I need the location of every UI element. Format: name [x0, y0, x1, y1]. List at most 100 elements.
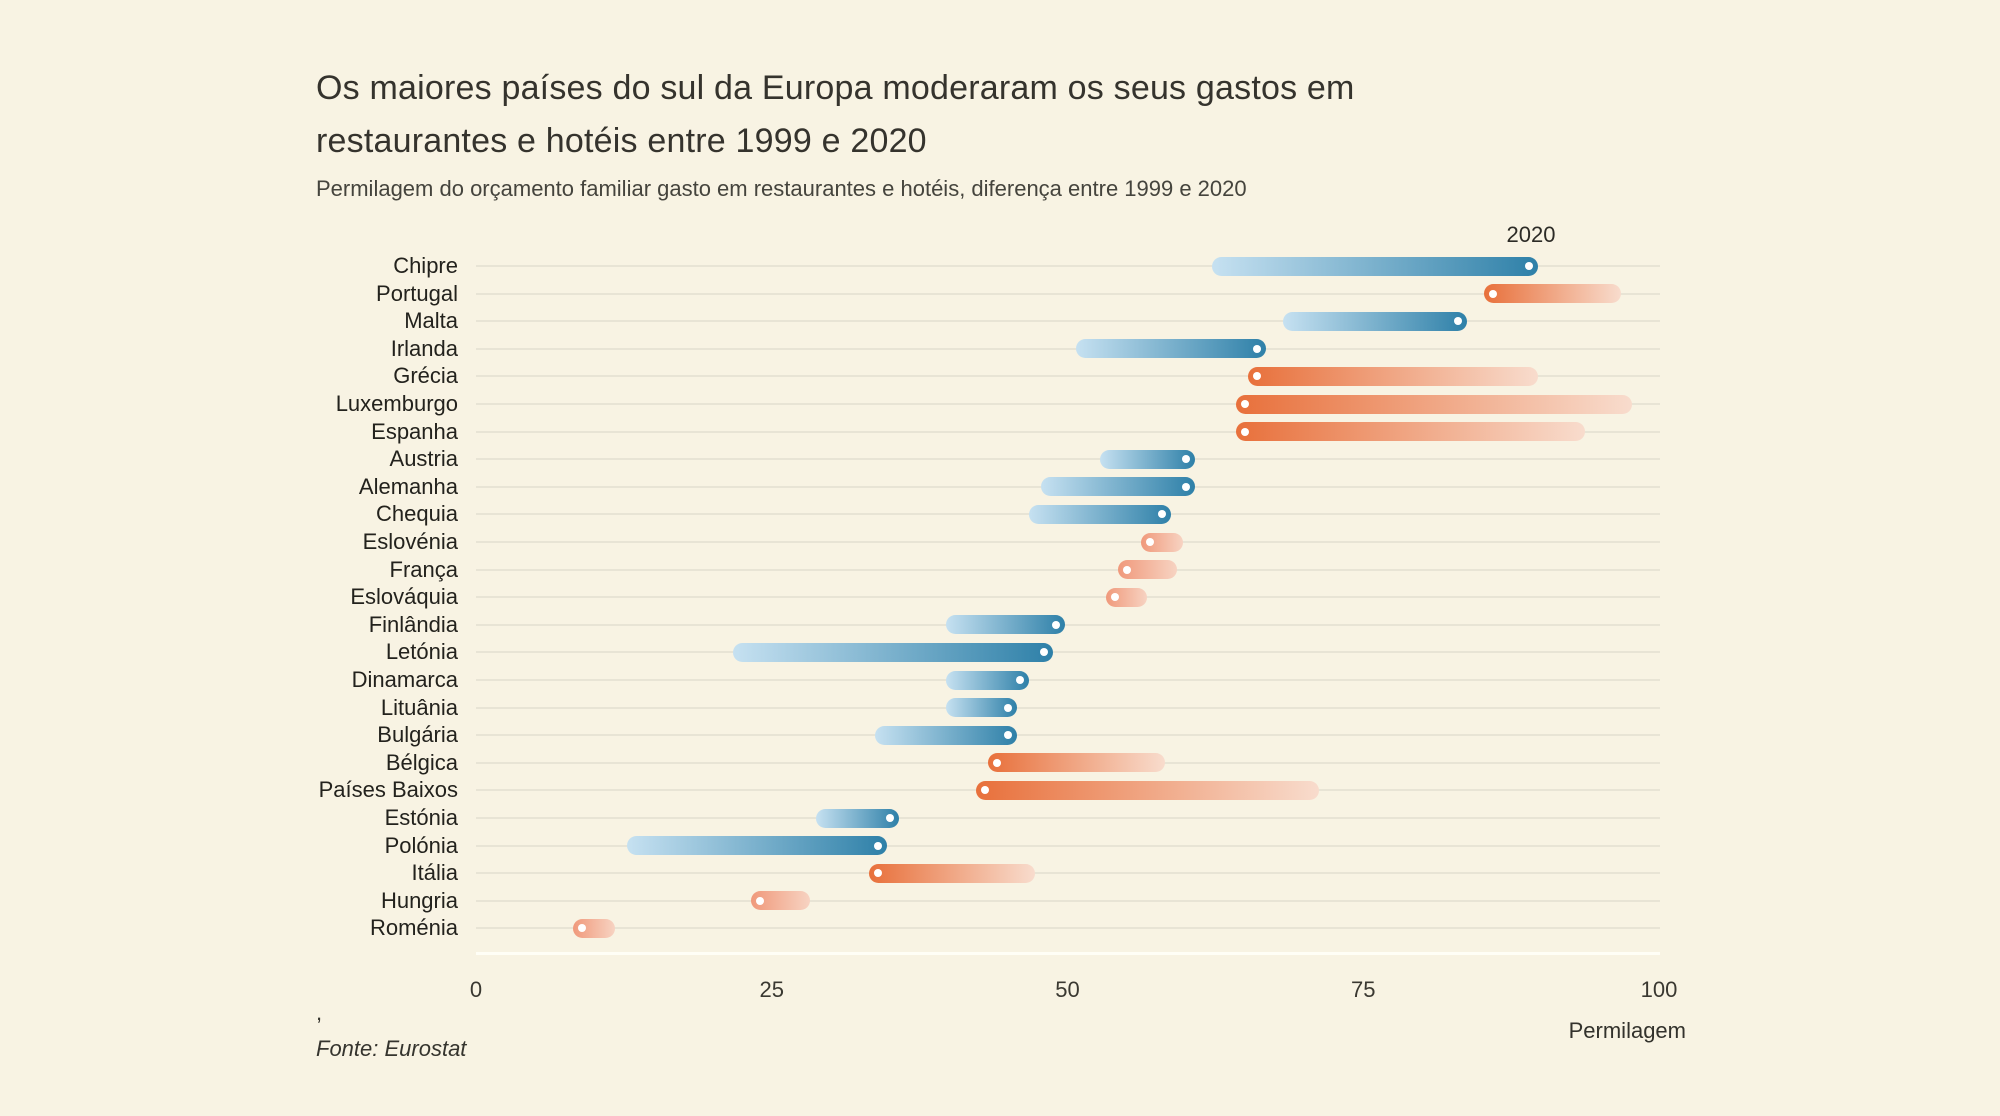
country-label: Países Baixos	[318, 777, 458, 803]
comet-bar-increase	[946, 615, 1065, 635]
country-label: Roménia	[369, 915, 458, 941]
comet-bar-decrease	[1235, 422, 1586, 442]
comet-bar-increase	[1028, 504, 1172, 524]
value-2020-dot	[755, 896, 764, 905]
x-tick-label: 50	[1055, 977, 1080, 1002]
page-title: Os maiores países do sul da Europa moder…	[316, 69, 1355, 160]
comet-bar-increase	[1040, 477, 1195, 497]
comet-bar-decrease	[869, 863, 1036, 883]
value-2020-dot	[578, 924, 587, 933]
country-label: Bulgária	[377, 722, 458, 748]
comet-bar-increase	[1076, 339, 1266, 359]
value-2020-dot	[980, 786, 989, 795]
country-label: Chipre	[393, 253, 458, 278]
row-gridline	[476, 347, 1660, 350]
row-gridline	[476, 568, 1660, 571]
value-2020-dot	[1051, 620, 1060, 629]
x-tick-label: 25	[759, 977, 784, 1002]
row-gridline	[476, 927, 1660, 930]
country-label: França	[389, 556, 458, 582]
row-gridline	[476, 541, 1660, 543]
x-axis-line	[476, 952, 1660, 955]
value-2020-dot	[1240, 427, 1249, 436]
x-tick-label: 0	[469, 977, 483, 1002]
x-tick-label: 100	[1640, 977, 1678, 1002]
value-2020-dot	[1252, 344, 1261, 353]
row-gridline	[476, 596, 1660, 599]
value-2020-dot	[992, 758, 1001, 767]
value-2020-dot	[1110, 593, 1119, 602]
comet-bar-increase	[946, 670, 1030, 690]
country-label: Alemanha	[358, 473, 458, 499]
value-2020-dot	[1016, 676, 1025, 684]
country-label: Chequia	[376, 501, 458, 527]
value-2020-dot	[1004, 731, 1013, 740]
country-label: Itália	[411, 860, 458, 886]
footer-comma: ,	[316, 1000, 323, 1025]
row-gridline	[476, 734, 1660, 737]
row-gridline	[476, 375, 1660, 378]
comet-bar-increase	[1099, 449, 1195, 469]
comet-bar-decrease	[750, 891, 811, 911]
value-2020-dot	[886, 814, 895, 822]
comet-bar-increase	[815, 808, 900, 828]
page-subtitle: Permilagem do orçamento familiar gasto e…	[316, 176, 1247, 201]
row-gridline	[476, 458, 1660, 461]
value-2020-dot	[1181, 455, 1190, 464]
comet-bar-increase	[733, 642, 1053, 662]
country-label: Portugal	[376, 280, 458, 306]
country-label: Eslováquia	[350, 584, 458, 610]
value-2020-dot	[1453, 317, 1462, 326]
comet-bar-increase	[1212, 256, 1538, 276]
x-tick-label: 75	[1351, 977, 1376, 1002]
country-label: Polónia	[384, 832, 458, 858]
country-label: Austria	[389, 446, 458, 472]
comet-bar-decrease	[1117, 560, 1178, 580]
row-gridline	[476, 706, 1660, 709]
country-label: Eslovénia	[362, 529, 458, 554]
value-2020-dot	[874, 841, 883, 850]
value-2020-dot	[1146, 538, 1155, 546]
country-label: Espanha	[371, 418, 458, 444]
row-gridline	[476, 430, 1660, 433]
comet-bar-increase	[946, 698, 1018, 718]
row-gridline	[476, 320, 1660, 323]
comet-bar-decrease	[1141, 532, 1183, 552]
value-2020-dot	[1489, 289, 1498, 298]
comet-bar-decrease	[1484, 284, 1621, 304]
comet-bar-increase	[626, 836, 888, 856]
x-axis-title: Permilagem	[1568, 1018, 1686, 1043]
country-label: Malta	[404, 308, 458, 334]
country-label: Dinamarca	[351, 667, 458, 692]
value-2020-dot	[1122, 565, 1131, 574]
row-gridline	[476, 844, 1660, 847]
country-label: Hungria	[380, 887, 458, 913]
row-gridline	[476, 623, 1660, 626]
value-2020-dot	[1039, 648, 1048, 657]
row-gridline	[476, 679, 1660, 681]
country-label: Luxemburgo	[335, 391, 458, 416]
value-2020-dot	[1004, 703, 1013, 712]
comet-bar-decrease	[1247, 366, 1538, 386]
row-gridline	[476, 403, 1660, 405]
comet-bar-decrease	[1105, 587, 1148, 607]
comet-bar-decrease	[573, 918, 616, 938]
value-2020-dot	[1524, 262, 1533, 270]
country-label: Grécia	[393, 363, 458, 389]
comet-bar-decrease	[975, 780, 1319, 800]
row-gridline	[476, 651, 1660, 654]
value-2020-dot	[874, 869, 883, 878]
row-gridline	[476, 817, 1660, 819]
country-label: Estónia	[384, 805, 458, 830]
value-2020-dot	[1240, 400, 1249, 408]
country-label: Letónia	[385, 639, 458, 665]
country-label: Finlândia	[368, 611, 458, 637]
country-label: Bélgica	[385, 749, 458, 775]
country-label: Irlanda	[390, 335, 458, 361]
footer-source: Fonte: Eurostat	[316, 1036, 467, 1061]
row-gridline	[476, 292, 1660, 295]
row-gridline	[476, 899, 1660, 902]
comet-bar-increase	[875, 725, 1018, 745]
row-gridline	[476, 872, 1660, 875]
